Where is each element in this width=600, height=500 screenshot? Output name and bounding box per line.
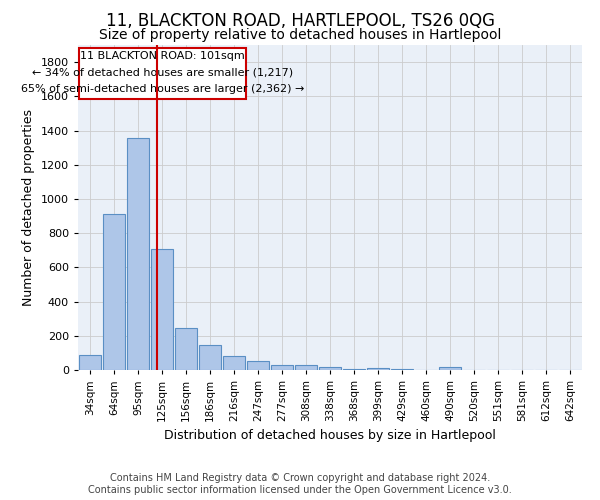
X-axis label: Distribution of detached houses by size in Hartlepool: Distribution of detached houses by size … — [164, 430, 496, 442]
Bar — [223, 356, 245, 370]
Text: 65% of semi-detached houses are larger (2,362) →: 65% of semi-detached houses are larger (… — [21, 84, 304, 94]
Bar — [151, 248, 173, 370]
Text: Size of property relative to detached houses in Hartlepool: Size of property relative to detached ho… — [99, 28, 501, 42]
Text: ← 34% of detached houses are smaller (1,217): ← 34% of detached houses are smaller (1,… — [32, 68, 293, 78]
Bar — [199, 345, 221, 370]
Bar — [367, 368, 389, 370]
Bar — [319, 368, 341, 370]
FancyBboxPatch shape — [79, 48, 246, 99]
Bar — [343, 368, 365, 370]
Bar — [295, 365, 317, 370]
Text: Contains HM Land Registry data © Crown copyright and database right 2024.
Contai: Contains HM Land Registry data © Crown c… — [88, 474, 512, 495]
Bar — [391, 369, 413, 370]
Text: 11, BLACKTON ROAD, HARTLEPOOL, TS26 0QG: 11, BLACKTON ROAD, HARTLEPOOL, TS26 0QG — [106, 12, 494, 30]
Text: 11 BLACKTON ROAD: 101sqm: 11 BLACKTON ROAD: 101sqm — [80, 50, 245, 60]
Bar — [439, 367, 461, 370]
Bar — [271, 364, 293, 370]
Y-axis label: Number of detached properties: Number of detached properties — [22, 109, 35, 306]
Bar — [103, 214, 125, 370]
Bar — [79, 356, 101, 370]
Bar — [127, 138, 149, 370]
Bar — [247, 360, 269, 370]
Bar — [175, 328, 197, 370]
